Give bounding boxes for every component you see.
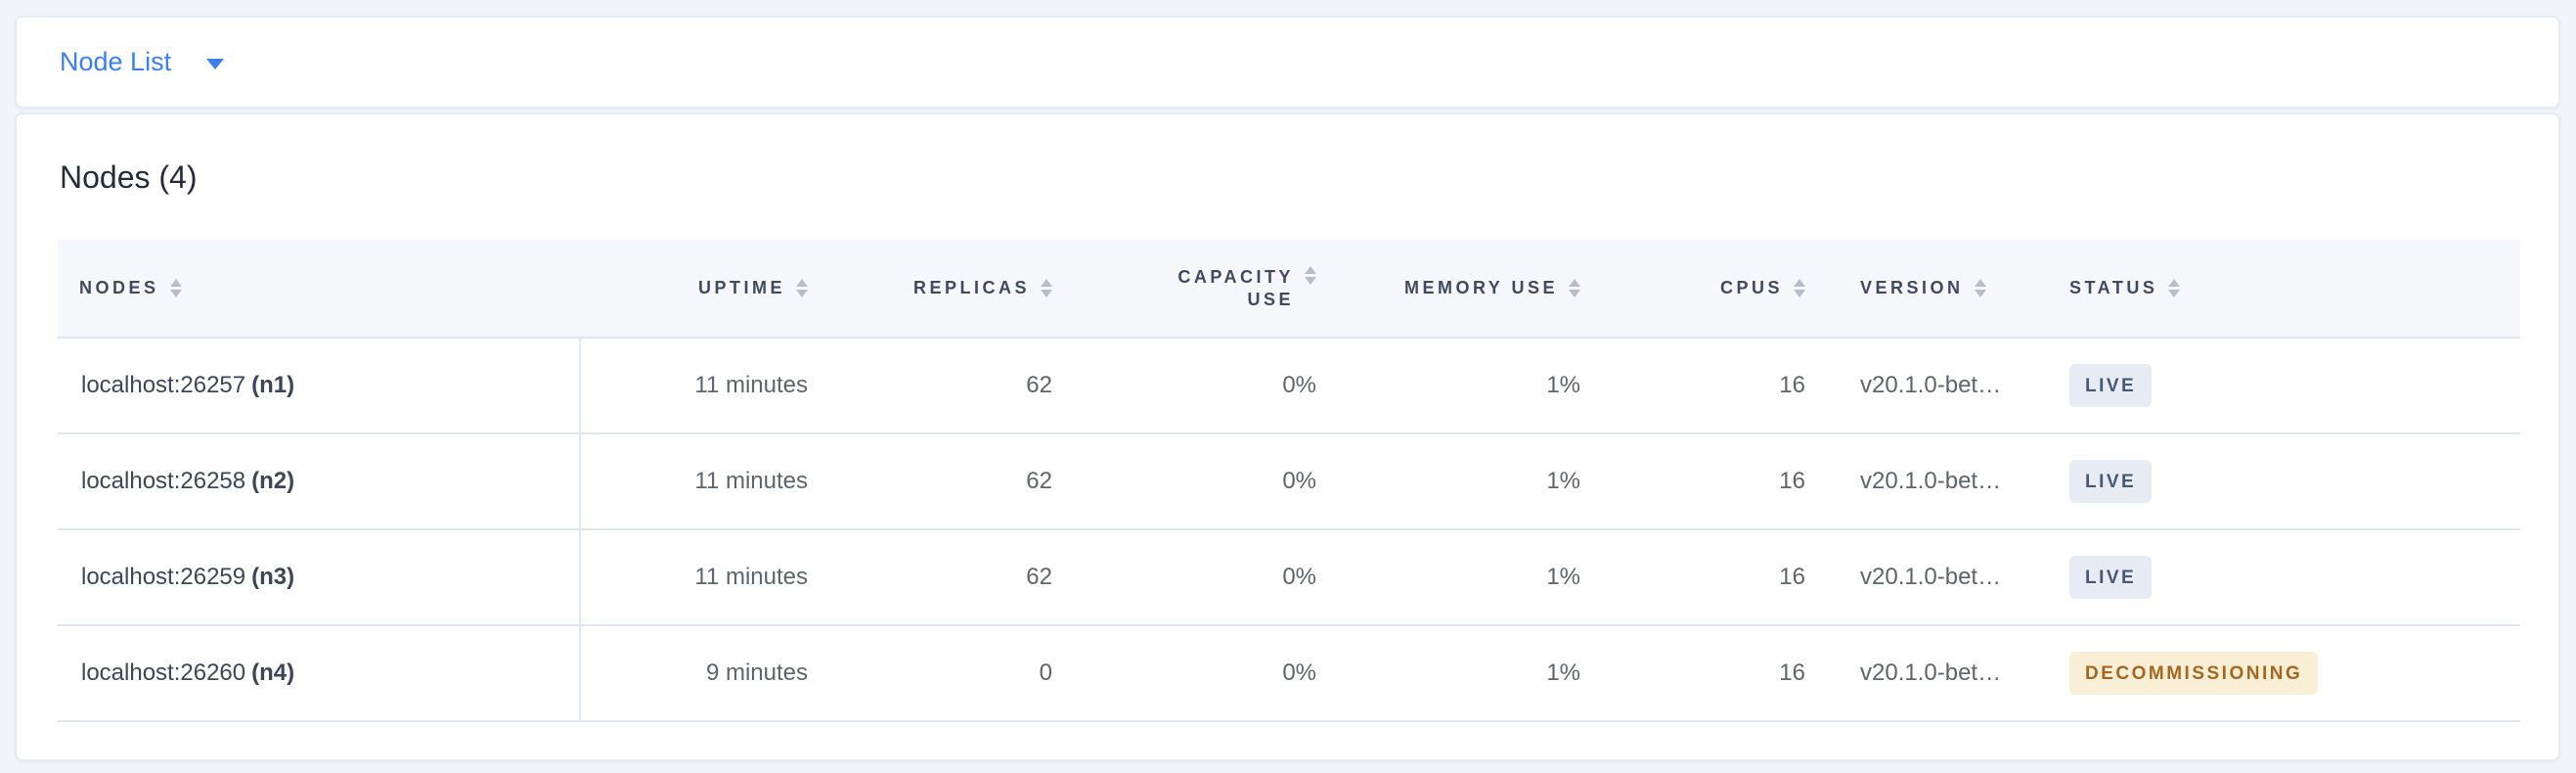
column-header-uptime[interactable]: UPTIME xyxy=(580,240,853,339)
column-header-memory-use[interactable]: MEMORY USE xyxy=(1361,240,1625,339)
version-cell: v20.1.0-bet… xyxy=(1850,433,2046,530)
nodes-panel: Nodes (4) NODES UPTIME xyxy=(15,113,2560,761)
status-cell: DECOMMISSIONING xyxy=(2046,625,2520,722)
column-header-capacity-use[interactable]: CAPACITY USE xyxy=(1097,240,1361,339)
node-address-link[interactable]: localhost:26258 (n2) xyxy=(81,468,295,494)
uptime-cell: 9 minutes xyxy=(580,625,853,722)
column-header-replicas[interactable]: REPLICAS xyxy=(853,240,1097,339)
capacity-use-cell: 0% xyxy=(1097,529,1361,626)
column-header-nodes[interactable]: NODES xyxy=(58,240,580,339)
column-label: UPTIME xyxy=(697,278,785,297)
table-header-row: NODES UPTIME REPLICAS xyxy=(58,240,2520,339)
table-row: localhost:26260 (n4) 9 minutes 0 0% 1% 16… xyxy=(58,625,2520,722)
nodes-cell: localhost:26257 (n1) xyxy=(58,338,581,434)
sort-icon xyxy=(169,279,182,297)
nodes-table: NODES UPTIME REPLICAS xyxy=(58,240,2520,722)
view-selector-bar: Node List xyxy=(15,16,2560,109)
memory-use-cell: 1% xyxy=(1361,433,1625,530)
status-cell: LIVE xyxy=(2046,529,2520,626)
version-cell: v20.1.0-bet… xyxy=(1850,529,2046,626)
node-address-link[interactable]: localhost:26257 (n1) xyxy=(81,372,295,398)
status-badge: LIVE xyxy=(2069,364,2153,407)
node-address-link[interactable]: localhost:26259 (n3) xyxy=(81,564,295,590)
nodes-cell: localhost:26260 (n4) xyxy=(58,625,581,722)
version-cell: v20.1.0-bet… xyxy=(1850,625,2046,722)
memory-use-cell: 1% xyxy=(1361,338,1625,434)
status-cell: LIVE xyxy=(2046,433,2520,530)
uptime-cell: 11 minutes xyxy=(580,433,853,530)
status-badge: LIVE xyxy=(2069,460,2153,503)
replicas-cell: 62 xyxy=(853,338,1097,434)
memory-use-cell: 1% xyxy=(1361,529,1625,626)
column-header-cpus[interactable]: CPUS xyxy=(1625,240,1850,339)
chevron-down-icon xyxy=(206,58,225,69)
column-label: VERSION xyxy=(1860,278,1964,297)
sort-icon xyxy=(796,279,808,297)
column-label: CAPACITY USE xyxy=(1177,267,1294,309)
table-row: localhost:26259 (n3) 11 minutes 62 0% 1% … xyxy=(58,529,2520,626)
sort-icon xyxy=(1041,279,1052,297)
version-cell: v20.1.0-bet… xyxy=(1850,338,2046,434)
column-label: MEMORY USE xyxy=(1403,278,1558,297)
column-label: REPLICAS xyxy=(912,278,1030,297)
cpus-cell: 16 xyxy=(1625,338,1850,434)
sort-icon xyxy=(1569,279,1580,297)
status-badge: LIVE xyxy=(2069,556,2153,599)
nodes-cell: localhost:26259 (n3) xyxy=(58,529,581,626)
cpus-cell: 16 xyxy=(1625,433,1850,530)
sort-icon xyxy=(1794,279,1805,297)
nodes-cell: localhost:26258 (n2) xyxy=(58,433,581,530)
sort-icon xyxy=(1305,266,1316,285)
capacity-use-cell: 0% xyxy=(1097,338,1361,434)
status-cell: LIVE xyxy=(2046,338,2520,434)
replicas-cell: 62 xyxy=(853,433,1097,530)
table-row: localhost:26257 (n1) 11 minutes 62 0% 1% … xyxy=(58,338,2520,434)
column-header-version[interactable]: VERSION xyxy=(1850,240,2046,339)
view-dropdown[interactable]: Node List xyxy=(60,47,225,77)
column-label: NODES xyxy=(79,278,159,297)
replicas-cell: 0 xyxy=(853,625,1097,722)
page-title: Nodes (4) xyxy=(60,159,198,195)
uptime-cell: 11 minutes xyxy=(580,338,853,434)
capacity-use-cell: 0% xyxy=(1097,625,1361,722)
cpus-cell: 16 xyxy=(1625,625,1850,722)
uptime-cell: 11 minutes xyxy=(580,529,853,626)
replicas-cell: 62 xyxy=(853,529,1097,626)
column-label: CPUS xyxy=(1719,278,1783,297)
column-label: STATUS xyxy=(2069,278,2158,297)
table-row: localhost:26258 (n2) 11 minutes 62 0% 1% … xyxy=(58,433,2520,530)
view-dropdown-label: Node List xyxy=(60,47,172,76)
sort-icon xyxy=(1974,279,1986,297)
status-badge: DECOMMISSIONING xyxy=(2069,652,2319,695)
column-header-status[interactable]: STATUS xyxy=(2046,240,2520,339)
sort-icon xyxy=(2168,279,2181,297)
memory-use-cell: 1% xyxy=(1361,625,1625,722)
cpus-cell: 16 xyxy=(1625,529,1850,626)
node-address-link[interactable]: localhost:26260 (n4) xyxy=(81,659,295,686)
capacity-use-cell: 0% xyxy=(1097,433,1361,530)
